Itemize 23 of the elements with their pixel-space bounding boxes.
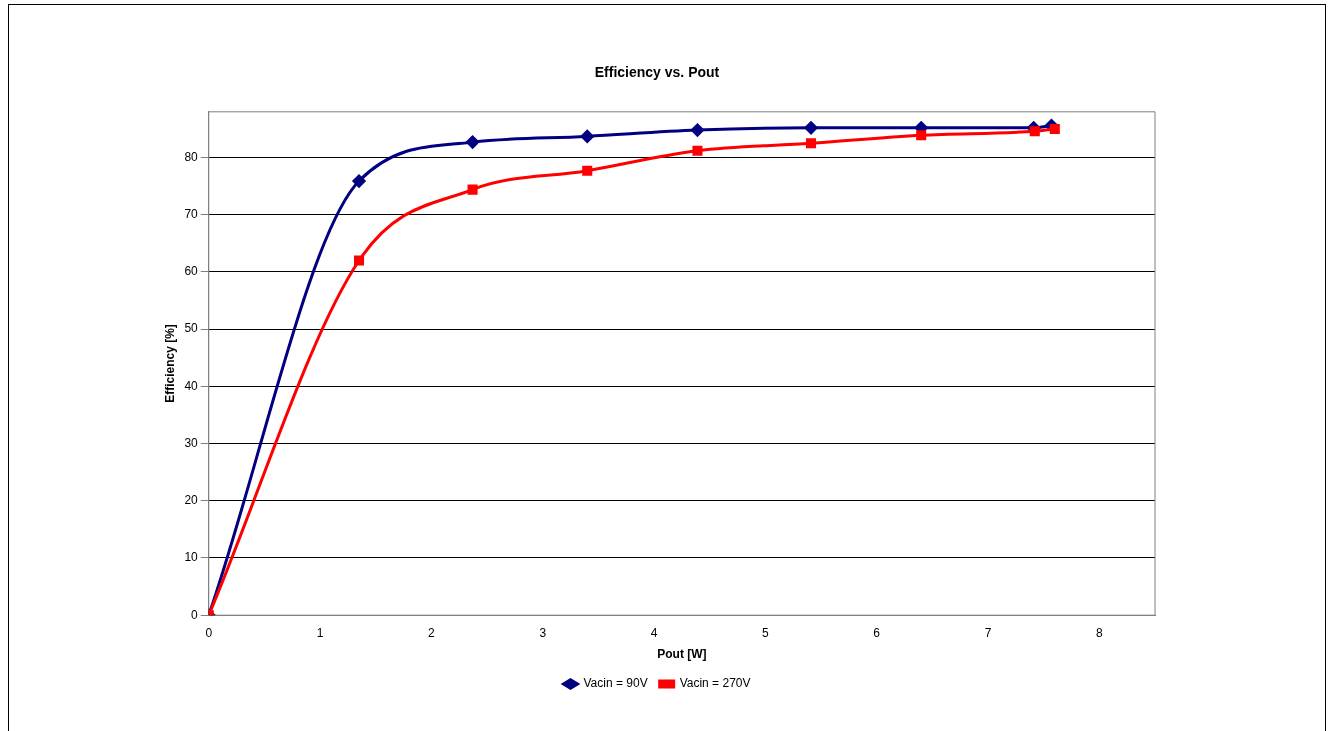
- x-tick-label: 1: [316, 625, 324, 640]
- y-tick-label: 40: [184, 378, 199, 393]
- y-tick-label: 50: [184, 321, 199, 336]
- x-tick-label: 5: [762, 625, 770, 640]
- y-tick-label: 70: [184, 207, 199, 222]
- x-tick-label: 6: [873, 625, 881, 640]
- x-tick-label: 4: [650, 625, 658, 640]
- legend-label: Vacin = 270V: [679, 676, 751, 691]
- x-tick-label: 2: [428, 625, 436, 640]
- chart-title: Efficiency vs. Pout: [594, 64, 720, 81]
- y-tick-label: 80: [184, 149, 199, 164]
- x-tick-label: 3: [539, 625, 547, 640]
- y-tick-label: 20: [184, 493, 199, 508]
- y-tick-label: 0: [191, 607, 199, 622]
- x-axis-title: Pout [W]: [657, 647, 707, 662]
- y-tick-label: 60: [184, 264, 199, 279]
- y-axis-title: Efficiency [%]: [162, 324, 177, 403]
- x-tick-label: 0: [205, 625, 213, 640]
- y-tick-label: 10: [184, 550, 199, 565]
- x-tick-label: 7: [984, 625, 992, 640]
- y-tick-label: 30: [184, 435, 199, 450]
- x-tick-label: 8: [1095, 625, 1103, 640]
- legend-label: Vacin = 90V: [583, 676, 648, 691]
